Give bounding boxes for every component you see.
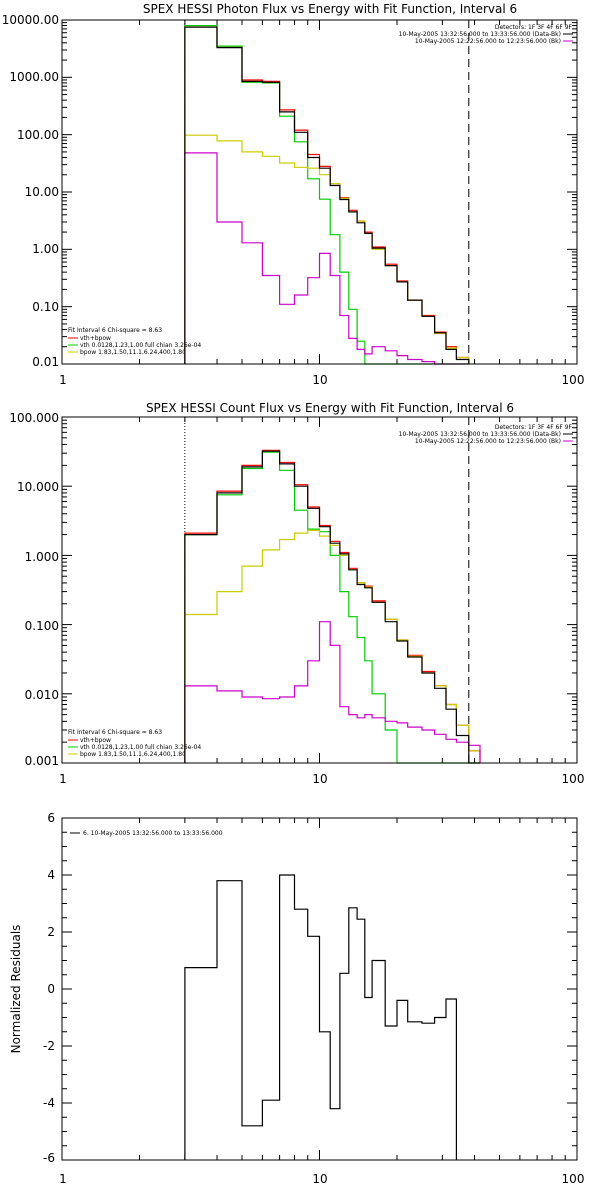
fit-info-line: bpow 1.83,1.50,11.1,6.24,400,1.80 [80,349,186,356]
y-tick-label: 1000.00 [9,70,59,84]
y-tick-label: 1.000 [25,550,59,564]
series-line-series-3 [184,621,481,763]
y-tick-label: 10.00 [25,185,59,199]
photon-flux-title: SPEX HESSI Photon Flux vs Energy with Fi… [143,2,517,16]
photon-flux-plot-content [61,20,578,365]
y-tick-label: 0.001 [25,754,59,768]
y-tick-label: 10.000 [17,480,59,494]
x-tick-label: 10 [312,373,327,387]
fit-info-header: Fit Interval 6 Chi-square = 8.63 [68,729,162,736]
y-tick-label: -4 [43,1096,55,1110]
series-line-series-3 [184,152,469,365]
fit-info-line: vth+bpow [80,335,111,342]
y-tick-label: 2 [47,925,55,939]
y-tick-label: -2 [43,1039,55,1053]
y-tick-label: 0.100 [25,619,59,633]
count-flux-axes-frame [61,416,578,764]
y-tick-label: 6 [47,811,55,825]
x-tick-label: 100 [562,373,585,387]
legend-entry-background: 10-May-2005 12:22:56.000 to 12:23:56.000… [415,438,561,445]
photon-flux-axes-frame [61,19,578,365]
series-line-vth-bpow [184,25,470,364]
x-tick-label: 1 [59,1172,67,1186]
y-tick-label: 100.00 [17,128,59,142]
photon-flux-panel: SPEX HESSI Photon Flux vs Energy with Fi… [2,2,585,387]
legend-entry-residuals: 6. 10-May-2005 13:32:56.000 to 13:33:56.… [83,830,223,837]
count-flux-title: SPEX HESSI Count Flux vs Energy with Fit… [146,401,514,415]
y-tick-label: -6 [43,1151,55,1165]
x-tick-label: 100 [562,772,585,786]
x-tick-label: 100 [562,1172,585,1186]
residuals-y-axis-label: Normalized Residuals [9,925,23,1054]
x-tick-label: 1 [59,373,67,387]
residuals-panel: 6 4 2 0 -2 -4 -6 1 10 100 Normalized Res… [9,811,584,1186]
count-flux-panel: SPEX HESSI Count Flux vs Energy with Fit… [9,401,584,786]
x-tick-label: 10 [312,1172,327,1186]
x-tick-label: 1 [59,772,67,786]
detectors-label: Detectors: 1F 3F 4F 6F 9F [495,24,573,31]
y-tick-label: 1.00 [32,242,59,256]
y-tick-label: 0 [47,982,55,996]
fit-info-line: vth+bpow [80,737,111,744]
residuals-axes-frame [61,817,578,1161]
y-tick-label: 4 [47,868,55,882]
fit-info-line: vth 0.0128,1.23,1.00 full chian 3.26e-04 [80,342,201,349]
y-tick-label: 0.010 [25,688,59,702]
fit-info-header: Fit Interval 6 Chi-square = 8.63 [68,327,162,334]
y-tick-label: 100.000 [9,411,59,425]
y-tick-label: 10000.00 [2,13,59,27]
y-tick-label: 0.10 [32,300,59,314]
legend-entry-background: 10-May-2005 12:22:56.000 to 12:23:56.000… [415,38,561,45]
series-line-series-0 [184,874,457,1160]
fit-info-line: bpow 1.83,1.50,11.1,6.24,400,1.80 [80,751,186,758]
series-line-series-4 [184,450,480,764]
y-tick-label: 0.01 [32,355,59,369]
x-tick-label: 10 [312,772,327,786]
detectors-label: Detectors: 1F 3F 4F 6F 9F [495,424,573,431]
fit-info-line: vth 0.0128,1.23,1.00 full chian 3.26e-04 [80,744,201,751]
legend-entry-data: 10-May-2005 13:32:56.000 to 13:33:56.000… [399,431,561,438]
legend-entry-data: 10-May-2005 13:32:56.000 to 13:33:56.000… [399,31,561,38]
count-flux-plot-content [61,417,578,764]
series-line-series-4 [184,26,470,364]
